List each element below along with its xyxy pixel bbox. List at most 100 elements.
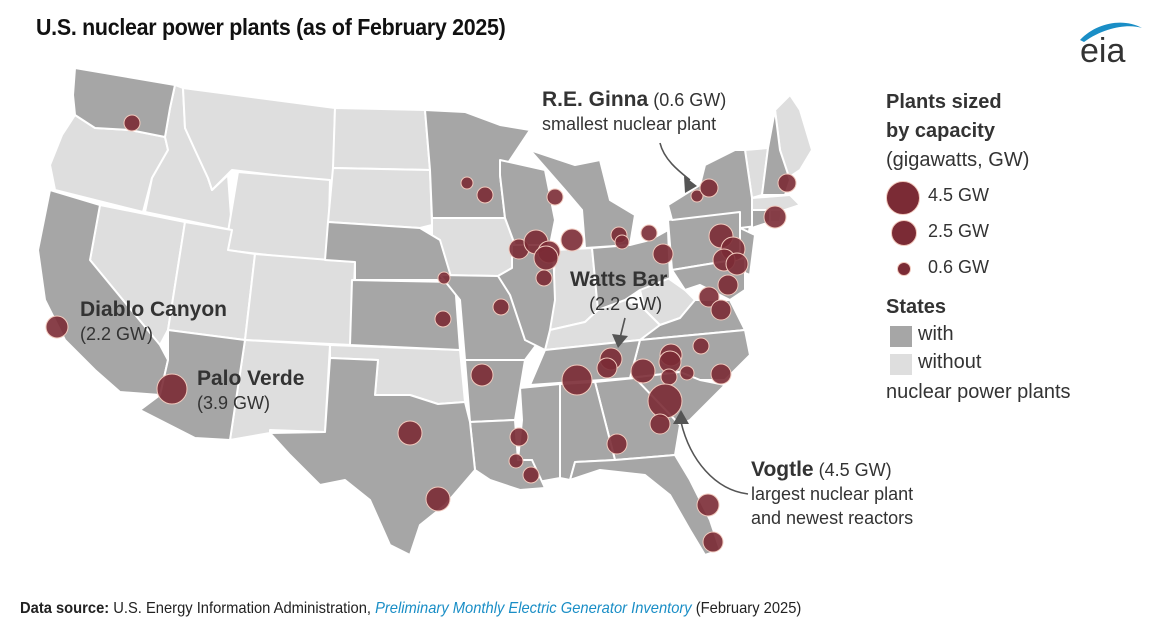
plant-bubble — [696, 493, 720, 517]
plant-bubble — [123, 114, 141, 132]
plant-bubble — [660, 368, 678, 386]
plant-bubble — [702, 531, 724, 553]
watts-bar-name: Watts Bar — [570, 268, 668, 291]
plant-bubble — [434, 310, 452, 328]
legend-circle-large-icon — [886, 181, 920, 215]
legend-size-title-1: Plants sized — [886, 91, 1002, 113]
plant-bubble — [690, 189, 704, 203]
vogtle-arrow — [680, 421, 749, 495]
state-arizona — [139, 329, 246, 441]
source-link[interactable]: Preliminary Monthly Electric Generator I… — [375, 600, 692, 617]
legend-states-title: States — [886, 296, 947, 318]
plant-bubble — [533, 245, 559, 271]
logo-arc-icon — [1080, 22, 1142, 42]
plant-bubble — [647, 383, 683, 419]
legend-size-medium-label: 2.5 GW — [928, 221, 990, 241]
vogtle-note-1: largest nuclear plant — [751, 484, 914, 504]
plant-bubble — [508, 453, 524, 469]
vogtle-arrowhead — [673, 410, 689, 424]
plant-bubble — [710, 363, 732, 385]
plant-bubble — [397, 420, 423, 446]
page-title: U.S. nuclear power plants (as of Februar… — [36, 14, 506, 40]
vogtle-note-2: and newest reactors — [751, 508, 914, 528]
legend-size-subtitle: (gigawatts, GW) — [886, 149, 1030, 171]
vogtle-name: Vogtle — [751, 458, 814, 481]
legend-size-medium: 2.5 GW — [886, 215, 1071, 251]
state-south-dakota — [327, 167, 433, 229]
state-california — [37, 189, 169, 396]
plant-bubble — [546, 188, 564, 206]
annotation-palo-verde: Palo Verde (3.9 GW) — [197, 367, 304, 415]
state-ohio — [591, 229, 671, 311]
plant-bubble — [535, 269, 553, 287]
without-swatch-icon — [890, 354, 912, 375]
plant-bubble — [630, 358, 656, 384]
plant-bubble — [763, 205, 787, 229]
watts-bar-arrow — [619, 317, 626, 339]
ginna-capacity: (0.6 GW) — [653, 90, 727, 110]
source-label: Data source: — [20, 600, 110, 617]
plant-bubble — [649, 413, 671, 435]
plant-bubble — [699, 178, 719, 198]
data-source: Data source: U.S. Energy Information Adm… — [20, 600, 801, 618]
plant-bubble — [425, 486, 451, 512]
plant-bubble — [560, 228, 584, 252]
state-florida — [569, 454, 721, 556]
plant-bubble — [679, 365, 695, 381]
plant-bubble — [606, 433, 628, 455]
plant-bubble — [492, 298, 510, 316]
plant-bubble — [692, 337, 710, 355]
plant-bubble — [652, 243, 674, 265]
eia-logo: eia — [1072, 14, 1148, 70]
annotation-ginna: R.E. Ginna (0.6 GW) smallest nuclear pla… — [542, 88, 726, 136]
source-date: (February 2025) — [695, 600, 802, 617]
plant-bubble — [476, 186, 494, 204]
palo-verde-name: Palo Verde — [197, 367, 305, 390]
with-swatch-icon — [890, 326, 912, 347]
annotation-arrows — [619, 142, 749, 495]
plant-bubble — [437, 271, 451, 285]
legend-states-footer: nuclear power plants — [886, 381, 1071, 403]
legend-size-small-label: 0.6 GW — [928, 257, 990, 277]
plant-bubble — [640, 224, 658, 242]
legend-size-large: 4.5 GW — [886, 179, 1071, 215]
legend-size-title-2: by capacity — [886, 120, 995, 142]
legend-without-label: without — [918, 351, 982, 373]
plant-bubble — [45, 315, 69, 339]
legend: Plants sized by capacity (gigawatts, GW)… — [886, 88, 1071, 407]
state-michigan — [529, 149, 636, 249]
nuclear-plants — [45, 114, 797, 553]
legend-circle-small-icon — [897, 262, 911, 276]
state-colorado — [244, 253, 356, 346]
vogtle-capacity: (4.5 GW) — [818, 460, 892, 480]
palo-verde-capacity: (3.9 GW) — [197, 393, 271, 413]
plant-bubble — [717, 274, 739, 296]
plant-bubble — [470, 363, 494, 387]
ginna-note: smallest nuclear plant — [542, 114, 717, 134]
plant-bubble — [710, 299, 732, 321]
state-kansas — [349, 279, 461, 351]
legend-without: without — [886, 350, 1071, 378]
plant-bubble — [698, 286, 720, 308]
plant-bubble — [777, 173, 797, 193]
watts-bar-arrowhead — [612, 334, 628, 348]
legend-with: with — [886, 322, 1071, 350]
plant-bubble — [156, 373, 188, 405]
plant-bubble — [725, 252, 749, 276]
legend-size-small: 0.6 GW — [886, 251, 1071, 287]
legend-with-label: with — [918, 323, 954, 345]
state-wyoming — [224, 171, 331, 263]
annotation-watts-bar: Watts Bar (2.2 GW) — [570, 268, 667, 316]
ginna-arrow — [659, 142, 691, 181]
legend-circle-medium-icon — [891, 220, 917, 246]
diablo-name: Diablo Canyon — [80, 298, 228, 321]
legend-size-large-label: 4.5 GW — [928, 185, 990, 205]
source-text: U.S. Energy Information Administration, — [113, 600, 371, 617]
plant-bubble — [596, 357, 618, 379]
diablo-capacity: (2.2 GW) — [80, 324, 154, 344]
ginna-name: R.E. Ginna — [542, 88, 649, 111]
annotation-vogtle: Vogtle (4.5 GW) largest nuclear plant an… — [751, 458, 913, 530]
annotation-diablo-canyon: Diablo Canyon (2.2 GW) — [80, 298, 227, 346]
plant-bubble — [509, 427, 529, 447]
